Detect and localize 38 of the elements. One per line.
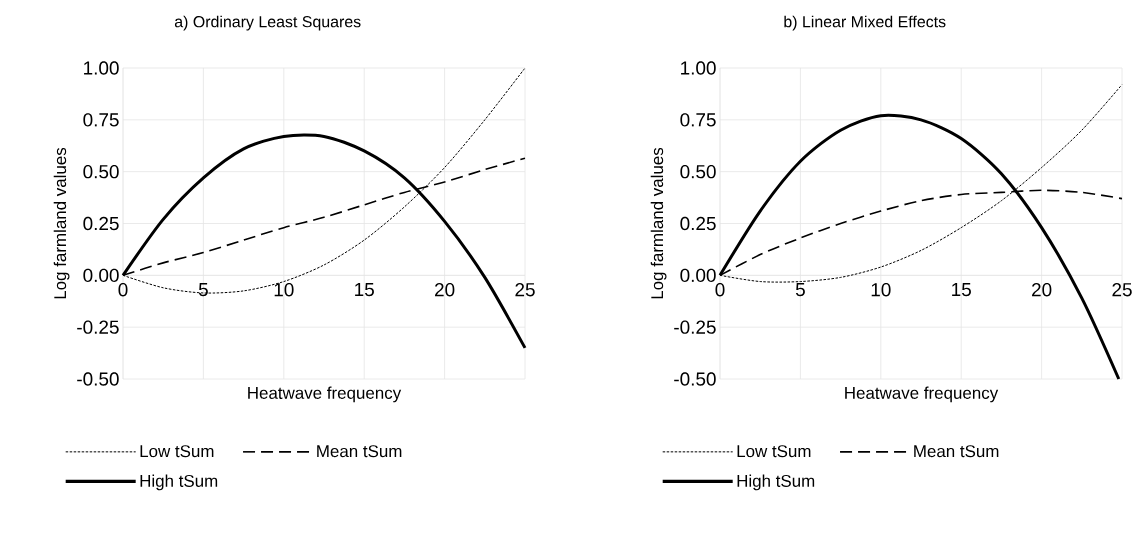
- y-tick-label: 0.50: [83, 164, 119, 179]
- y-tick-label: 0.50: [680, 164, 716, 179]
- chart-title: a) Ordinary Least Squares: [174, 15, 361, 31]
- y-tick-label: 0.00: [680, 268, 716, 283]
- x-axis-title: Heatwave frequency: [845, 386, 999, 403]
- y-tick-label: 0.25: [680, 216, 716, 231]
- chart-title: b) Linear Mixed Effects: [784, 15, 946, 31]
- x-tick-label: 5: [198, 282, 208, 297]
- y-tick-label: -0.50: [674, 372, 716, 386]
- x-axis-title: Heatwave frequency: [248, 386, 402, 403]
- y-axis-title: Log farmland values: [53, 147, 70, 299]
- y-tick-label: -0.50: [77, 372, 119, 386]
- x-tick-label: 15: [952, 282, 971, 297]
- y-axis-title: Log farmland values: [650, 147, 667, 299]
- legend-label: High tSum: [140, 474, 218, 491]
- x-tick-label: 10: [274, 282, 294, 297]
- x-tick-label: 5: [795, 282, 805, 297]
- legend-label: Mean tSum: [317, 445, 402, 458]
- x-tick-label: 25: [1112, 282, 1132, 297]
- legend-label: High tSum: [737, 474, 815, 491]
- y-tick-label: 1.00: [84, 61, 119, 75]
- y-tick-label: 1.00: [681, 61, 716, 75]
- y-tick-label: -0.25: [77, 320, 119, 334]
- y-tick-label: 0.75: [83, 113, 119, 127]
- x-tick-label: 15: [355, 282, 374, 297]
- y-tick-label: 0.75: [680, 113, 716, 127]
- legend-label: Low tSum: [140, 445, 214, 458]
- legend-label: Low tSum: [737, 445, 811, 458]
- x-tick-label: 20: [435, 282, 455, 297]
- x-tick-label: 20: [1032, 282, 1052, 297]
- y-tick-label: 0.25: [83, 216, 119, 231]
- y-tick-label: -0.25: [674, 320, 716, 334]
- x-tick-label: 25: [515, 282, 535, 297]
- y-tick-label: 0.00: [83, 268, 119, 283]
- x-tick-label: 10: [871, 282, 891, 297]
- x-tick-label: 0: [715, 282, 725, 297]
- legend-label: Mean tSum: [914, 445, 999, 458]
- x-tick-label: 0: [118, 282, 128, 297]
